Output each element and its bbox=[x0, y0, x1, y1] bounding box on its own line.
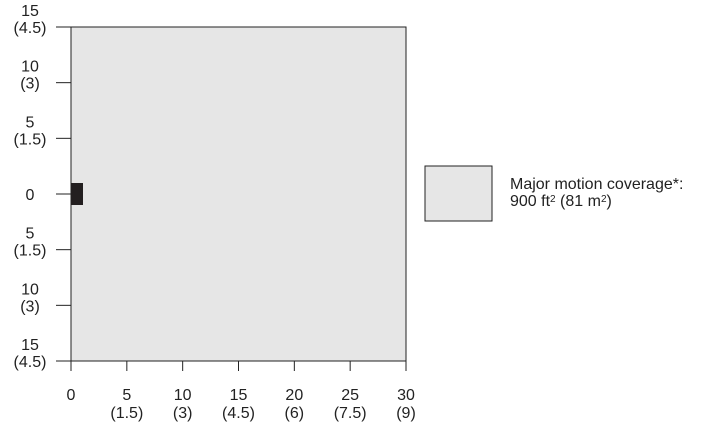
coverage-area bbox=[70, 26, 407, 362]
legend-area-close: ) bbox=[606, 193, 612, 210]
x-tick-label-ft: 10 bbox=[174, 387, 192, 404]
y-tick-label-ft: 10 bbox=[21, 59, 39, 76]
legend-area-m-sup: 2 bbox=[600, 194, 607, 205]
legend-area-ft: 900 ft bbox=[510, 193, 551, 210]
y-tick-label-m: (4.5) bbox=[14, 20, 47, 37]
x-tick-label-m: (1.5) bbox=[110, 405, 143, 422]
x-tick-label-ft: 20 bbox=[285, 387, 303, 404]
y-tick-label-ft: 15 bbox=[21, 337, 39, 354]
y-tick-label-m: (1.5) bbox=[14, 131, 47, 148]
y-tick-label-m: (3) bbox=[20, 76, 40, 93]
legend-swatch bbox=[424, 165, 493, 222]
x-tick-label-m: (3) bbox=[173, 405, 193, 422]
y-tick-label-m: (3) bbox=[20, 298, 40, 315]
x-axis: 0 5(1.5) 10(3) 15(4.5) 20(6) 25(7.5) 30(9) bbox=[67, 360, 416, 422]
y-tick-label-ft: 5 bbox=[26, 226, 35, 243]
y-tick-label-m: (4.5) bbox=[14, 354, 47, 371]
legend-area-m: (81 m bbox=[555, 193, 601, 210]
x-tick-label-m: (6) bbox=[285, 405, 305, 422]
legend-area-ft-sup: 2 bbox=[550, 194, 556, 205]
legend-area: 900 ft2 (81 m2) bbox=[510, 193, 683, 210]
x-tick-label-m: (4.5) bbox=[222, 405, 255, 422]
x-tick-label-ft: 25 bbox=[341, 387, 359, 404]
x-tick-label-ft: 15 bbox=[230, 387, 248, 404]
y-tick-label-ft: 10 bbox=[21, 281, 39, 298]
y-tick-label-ft: 0 bbox=[26, 187, 35, 204]
y-axis: 15(4.5)10(3)5(1.5)05(1.5)10(3)15(4.5) bbox=[14, 3, 72, 371]
y-tick-label-m: (1.5) bbox=[14, 243, 47, 260]
x-tick-label-m: (9) bbox=[396, 405, 416, 422]
legend-label: Major motion coverage*: 900 ft2 (81 m2) bbox=[510, 176, 683, 210]
x-tick-label-ft: 5 bbox=[122, 387, 131, 404]
y-tick-label-ft: 15 bbox=[21, 3, 39, 20]
x-tick-label-ft: 0 bbox=[67, 387, 76, 404]
x-tick-label-m: (7.5) bbox=[334, 405, 367, 422]
x-tick-label-ft: 30 bbox=[397, 387, 415, 404]
sensor-marker bbox=[71, 183, 83, 205]
legend-title: Major motion coverage*: bbox=[510, 176, 684, 193]
y-tick-label-ft: 5 bbox=[26, 114, 35, 131]
